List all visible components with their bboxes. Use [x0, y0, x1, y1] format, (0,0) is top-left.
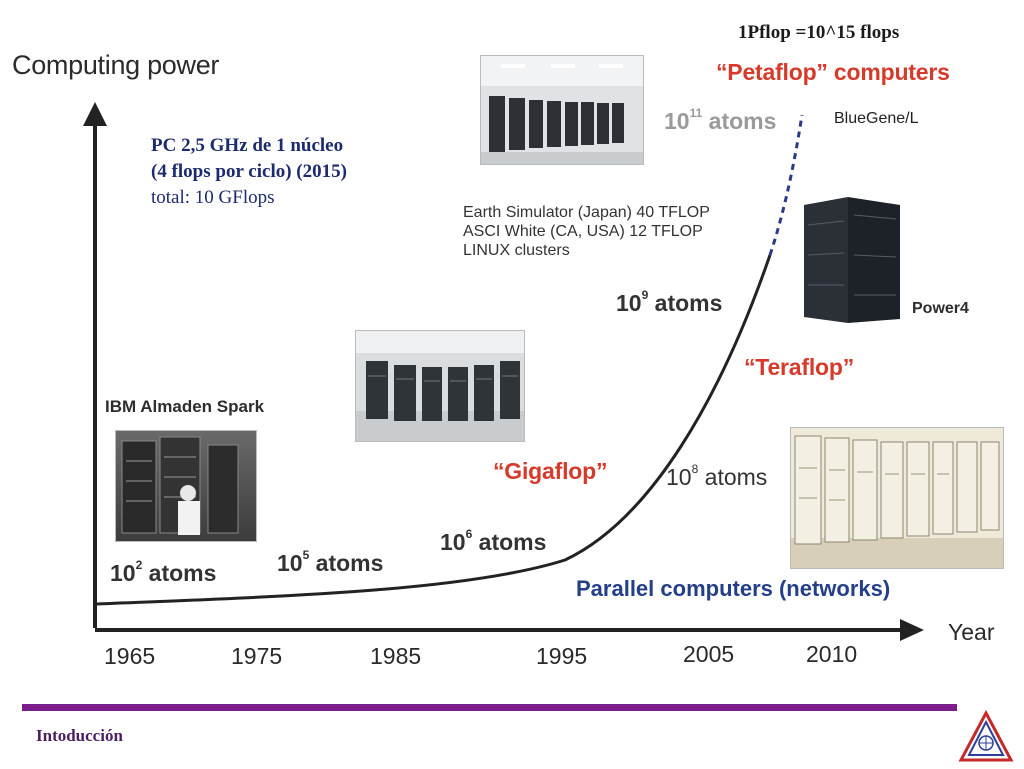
milestone-atoms-1e6: 106 atoms	[440, 527, 547, 556]
y-axis-arrow	[83, 102, 107, 126]
atoms-unit: atoms	[654, 290, 723, 316]
machine-bluegene: BlueGene/L	[834, 110, 919, 127]
atoms-exponent: 6	[465, 527, 473, 542]
atoms-exponent: 11	[689, 106, 703, 121]
asci-white-line: ASCI White (CA, USA) 12 TFLOP	[463, 223, 703, 240]
milestone-atoms-1e8: 108 atoms	[666, 462, 768, 491]
machine-ibm-almaden-spark: IBM Almaden Spark	[105, 397, 265, 416]
machine-power4: Power4	[912, 300, 969, 317]
gigaflop-datacenter-photo	[355, 330, 525, 442]
x-axis-label: Year	[948, 619, 995, 645]
milestone-atoms-1e9: 109 atoms	[616, 288, 723, 317]
x-tick-2005: 2005	[683, 641, 735, 667]
pc-note-line-1: PC 2,5 GHz de 1 núcleo	[151, 135, 344, 156]
power4-photo	[798, 195, 904, 327]
era-gigaflop: “Gigaflop”	[493, 458, 608, 484]
pc-note-line-2: (4 flops por ciclo) (2015)	[151, 161, 347, 182]
ibm-almaden-photo-graphic	[121, 436, 239, 535]
growth-curve	[96, 254, 772, 606]
x-tick-1975: 1975	[231, 643, 283, 669]
x-axis-arrow	[900, 619, 924, 641]
atoms-base: 10	[664, 108, 690, 134]
footer-divider	[22, 704, 957, 711]
atoms-exponent: 9	[641, 288, 649, 303]
atoms-base: 10	[110, 560, 136, 586]
era-teraflop: “Teraflop”	[744, 354, 855, 380]
x-tick-1965: 1965	[104, 643, 156, 669]
pc-note-line-3: total: 10 GFlops	[151, 187, 275, 208]
milestone-atoms-1e2: 102 atoms	[110, 558, 217, 587]
atoms-exponent: 8	[691, 462, 699, 477]
machine-earth-simulator-list: Earth Simulator (Japan) 40 TFLOP ASCI Wh…	[463, 203, 710, 260]
atoms-unit: atoms	[478, 529, 547, 555]
earth-simulator-line: Earth Simulator (Japan) 40 TFLOP	[463, 204, 710, 221]
atoms-exponent: 2	[135, 558, 143, 573]
atoms-unit: atoms	[704, 464, 768, 490]
ibm-almaden-photo	[115, 430, 257, 542]
bluegene-photo-graphic	[481, 56, 643, 164]
atoms-base: 10	[666, 464, 692, 490]
metrology-logo-icon	[958, 709, 1014, 762]
parallel-computers-label: Parallel computers (networks)	[576, 576, 891, 601]
atoms-base: 10	[616, 290, 642, 316]
growth-curve-projection	[768, 114, 804, 256]
atoms-base: 10	[277, 550, 303, 576]
chart-title: Computing power	[12, 50, 220, 80]
gigaflop-datacenter-graphic	[356, 331, 524, 441]
x-tick-2010: 2010	[806, 641, 858, 667]
milestone-atoms-1e11: 1011 atoms	[664, 106, 777, 135]
footer-section-label: Intoducción	[36, 726, 123, 745]
milestone-atoms-1e5: 105 atoms	[277, 548, 384, 577]
computing-power-axes	[83, 102, 924, 641]
atoms-unit: atoms	[708, 108, 777, 134]
bluegene-photo	[480, 55, 644, 165]
atoms-exponent: 5	[302, 548, 310, 563]
power4-photo-graphic	[804, 197, 900, 323]
atoms-unit: atoms	[315, 550, 384, 576]
x-tick-1995: 1995	[536, 643, 588, 669]
metrology-triangle-logo	[958, 709, 1014, 764]
petaflop-definition-note: 1Pflop =10^15 flops	[738, 22, 900, 43]
pc-note: PC 2,5 GHz de 1 núcleo (4 flops por cicl…	[151, 133, 347, 211]
atoms-unit: atoms	[148, 560, 217, 586]
era-petaflop: “Petaflop” computers	[716, 59, 950, 85]
x-tick-1985: 1985	[370, 643, 422, 669]
parallel-cluster-photo	[790, 427, 1004, 569]
parallel-cluster-graphic	[791, 435, 1003, 568]
linux-clusters-line: LINUX clusters	[463, 242, 570, 259]
atoms-base: 10	[440, 529, 466, 555]
